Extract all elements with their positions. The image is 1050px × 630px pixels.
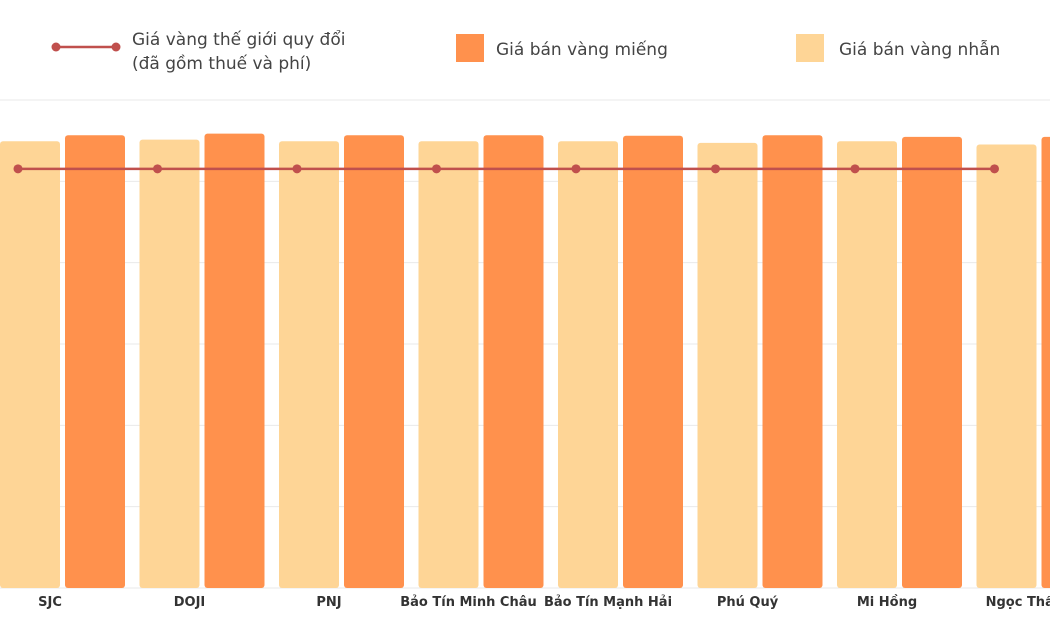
world-price-point-7 [850, 164, 860, 174]
bar-gold-bar-7 [902, 136, 962, 589]
legend-line-point [51, 42, 61, 52]
x-tick-label: PNJ [316, 595, 341, 610]
x-tick-label: SJC [38, 595, 62, 610]
bar-gold-bar-8 [1041, 136, 1050, 588]
world-price-point-8 [990, 164, 999, 174]
bar-ring-gold-5 [558, 141, 618, 588]
legend-swatch-ring-gold [796, 34, 824, 62]
bar-gold-bar-1 [65, 135, 125, 588]
legend-label-world-price: (đã gồm thuế và phí) [132, 53, 311, 74]
bar-gold-bar-4 [483, 135, 544, 588]
bar-ring-gold-7 [837, 141, 897, 588]
bar-ring-gold-2 [139, 139, 200, 589]
world-price-point-1 [13, 164, 23, 174]
world-price-point-6 [711, 164, 720, 174]
legend-swatch-gold-bar [456, 34, 484, 62]
bar-ring-gold-1 [0, 141, 60, 588]
world-price-point-4 [432, 164, 441, 174]
bar-gold-bar-6 [762, 135, 823, 588]
x-tick-label: DOJI [174, 595, 206, 610]
world-price-line [13, 164, 999, 174]
world-price-point-5 [571, 164, 581, 174]
x-tick-label: Bảo Tín Mạnh Hải [544, 595, 672, 610]
x-tick-label: Mi Hồng [857, 595, 917, 610]
bar-gold-bar-5 [623, 135, 683, 588]
bar-ring-gold-6 [697, 142, 758, 588]
legend-label-ring-gold: Giá bán vàng nhẫn [839, 39, 1000, 60]
legend: Giá vàng thế giới quy đổi (đã gồm thuế và… [51, 29, 1000, 74]
bar-ring-gold-8 [976, 144, 1037, 588]
x-axis-tick-labels: SJC DOJI PNJ Bảo Tín Minh Châu Bảo Tín Mạnh … [38, 594, 1050, 610]
bar-gold-bar-2 [204, 133, 265, 588]
bar-ring-gold-4 [418, 141, 479, 588]
bars [0, 133, 1050, 589]
legend-label-gold-bar: Giá bán vàng miếng [496, 39, 668, 60]
legend-line-point [111, 42, 121, 52]
world-price-point-3 [292, 164, 302, 174]
x-tick-label: Bảo Tín Minh Châu [400, 595, 537, 610]
bar-ring-gold-3 [279, 141, 339, 588]
x-tick-label: Ngọc Thẩm [986, 594, 1050, 610]
bar-gold-bar-3 [344, 135, 404, 588]
world-price-point-2 [153, 164, 162, 174]
legend-label-world-price: Giá vàng thế giới quy đổi [132, 29, 345, 50]
x-tick-label: Phú Quý [717, 595, 779, 610]
